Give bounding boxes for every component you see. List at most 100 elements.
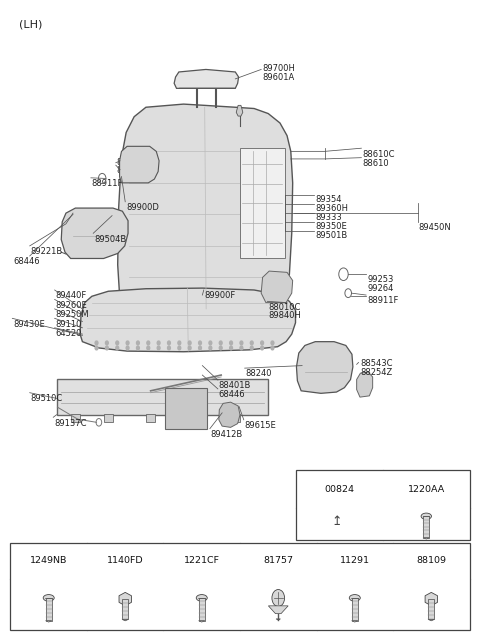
- Polygon shape: [174, 69, 239, 88]
- Bar: [199, 597, 205, 620]
- Polygon shape: [236, 105, 243, 116]
- Polygon shape: [428, 619, 434, 621]
- Circle shape: [251, 341, 253, 345]
- Circle shape: [95, 341, 98, 345]
- Text: 88610C: 88610C: [362, 150, 395, 159]
- Bar: [230, 413, 240, 422]
- Bar: [71, 413, 80, 422]
- Text: 1249NB: 1249NB: [30, 556, 67, 565]
- Circle shape: [229, 341, 232, 345]
- Text: 88543C: 88543C: [360, 359, 393, 368]
- Text: 88254Z: 88254Z: [360, 368, 392, 377]
- Text: 1140FD: 1140FD: [107, 556, 144, 565]
- Text: 89840H: 89840H: [117, 158, 150, 167]
- Circle shape: [116, 346, 119, 350]
- Text: 89501B: 89501B: [315, 231, 348, 240]
- Polygon shape: [219, 402, 240, 428]
- Text: 68446: 68446: [13, 257, 40, 266]
- Circle shape: [229, 346, 232, 350]
- Text: 89700H: 89700H: [263, 64, 296, 73]
- Text: 88109: 88109: [416, 556, 446, 565]
- Bar: [146, 413, 156, 422]
- Ellipse shape: [349, 595, 360, 601]
- Text: 89430E: 89430E: [13, 320, 45, 329]
- Polygon shape: [268, 606, 288, 613]
- Polygon shape: [120, 147, 159, 183]
- Text: 89504B: 89504B: [94, 235, 126, 244]
- Text: 1221CF: 1221CF: [184, 556, 220, 565]
- Ellipse shape: [421, 513, 432, 520]
- Circle shape: [157, 341, 160, 345]
- Text: 88911F: 88911F: [92, 179, 123, 188]
- Circle shape: [136, 341, 139, 345]
- Text: 88911F: 88911F: [367, 296, 398, 305]
- Text: 89412B: 89412B: [211, 430, 243, 439]
- Circle shape: [199, 341, 202, 345]
- Polygon shape: [357, 372, 372, 397]
- Circle shape: [95, 346, 98, 350]
- Circle shape: [168, 341, 170, 345]
- Circle shape: [209, 341, 212, 345]
- Polygon shape: [46, 620, 52, 622]
- Circle shape: [209, 346, 212, 350]
- Text: 89260E: 89260E: [56, 301, 87, 310]
- Text: 89450N: 89450N: [419, 223, 452, 232]
- Text: 89360H: 89360H: [315, 204, 348, 213]
- Polygon shape: [261, 271, 293, 303]
- Circle shape: [147, 346, 150, 350]
- Text: 89615E: 89615E: [245, 421, 276, 430]
- Circle shape: [271, 346, 274, 350]
- Text: 11291: 11291: [340, 556, 370, 565]
- Circle shape: [168, 346, 170, 350]
- Circle shape: [199, 346, 202, 350]
- Bar: [428, 599, 434, 619]
- Circle shape: [240, 341, 243, 345]
- Circle shape: [106, 341, 108, 345]
- Bar: [104, 413, 113, 422]
- Circle shape: [261, 346, 264, 350]
- Text: 89440F: 89440F: [56, 291, 87, 300]
- Polygon shape: [352, 620, 358, 622]
- Polygon shape: [80, 288, 296, 352]
- Text: 64520: 64520: [56, 329, 82, 338]
- Circle shape: [106, 346, 108, 350]
- Circle shape: [219, 341, 222, 345]
- Polygon shape: [423, 538, 429, 539]
- Bar: [122, 599, 128, 619]
- Circle shape: [126, 346, 129, 350]
- Circle shape: [157, 346, 160, 350]
- Text: 89250M: 89250M: [56, 310, 89, 319]
- Circle shape: [271, 341, 274, 345]
- Polygon shape: [276, 619, 280, 620]
- Bar: [188, 413, 198, 422]
- Bar: [297, 470, 469, 539]
- Text: 89137C: 89137C: [54, 419, 87, 428]
- Text: ↥: ↥: [332, 515, 342, 528]
- Circle shape: [261, 341, 264, 345]
- Text: 88240: 88240: [246, 369, 272, 378]
- Text: 89333: 89333: [315, 213, 342, 222]
- Circle shape: [240, 346, 243, 350]
- Bar: [240, 148, 285, 258]
- Text: 89510C: 89510C: [31, 394, 63, 403]
- Text: 00824: 00824: [325, 485, 355, 494]
- Bar: [423, 516, 429, 538]
- Bar: [57, 379, 268, 415]
- Text: 1220AA: 1220AA: [408, 485, 445, 494]
- Circle shape: [272, 590, 285, 606]
- Text: 89900F: 89900F: [204, 291, 236, 300]
- Bar: [165, 388, 207, 429]
- Circle shape: [178, 346, 181, 350]
- Text: 89840H: 89840H: [268, 311, 301, 320]
- Polygon shape: [199, 620, 205, 622]
- Text: 89350E: 89350E: [315, 222, 347, 231]
- Text: 88010C: 88010C: [117, 167, 149, 176]
- Circle shape: [126, 341, 129, 345]
- Circle shape: [178, 341, 181, 345]
- Polygon shape: [122, 619, 128, 621]
- Text: 89221B: 89221B: [31, 247, 63, 256]
- Polygon shape: [61, 208, 128, 258]
- Text: 68446: 68446: [219, 390, 245, 399]
- Text: 88610: 88610: [362, 159, 389, 168]
- Circle shape: [116, 341, 119, 345]
